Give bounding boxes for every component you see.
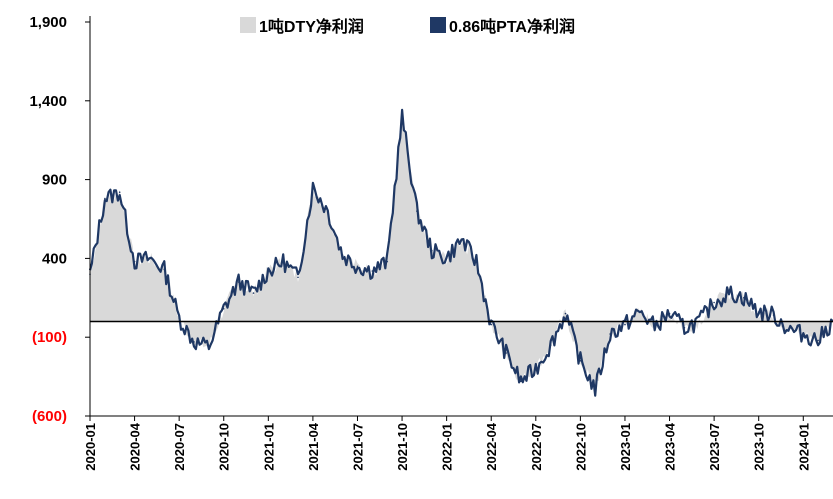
data-point-pta bbox=[118, 191, 121, 193]
y-tick-label: 1,900 bbox=[29, 14, 67, 31]
data-point-pta bbox=[520, 380, 522, 383]
data-point-pta bbox=[802, 333, 805, 335]
legend-swatch-dty bbox=[240, 17, 256, 33]
x-tick-label: 2020-07 bbox=[172, 423, 187, 471]
data-point-pta bbox=[386, 260, 389, 263]
x-tick-label: 2023-04 bbox=[663, 422, 678, 470]
data-point-pta bbox=[683, 326, 686, 329]
data-point-pta bbox=[237, 281, 240, 283]
data-point-pta bbox=[297, 276, 299, 279]
y-tick-label: (100) bbox=[32, 329, 67, 346]
data-point-pta bbox=[163, 268, 166, 271]
data-point-pta bbox=[713, 301, 715, 304]
data-point-pta bbox=[460, 238, 463, 241]
data-point-pta bbox=[252, 292, 255, 294]
data-point-pta bbox=[549, 344, 552, 346]
data-point-pta bbox=[445, 257, 448, 260]
data-point-pta bbox=[609, 333, 611, 335]
x-tick-labels: 2020-01 2020-04 2020-07 2020-10 2021-01 2021-… bbox=[83, 422, 811, 470]
data-point-pta bbox=[490, 323, 493, 326]
x-tick-label: 2023-01 bbox=[618, 423, 633, 471]
data-point-pta bbox=[148, 257, 151, 260]
data-point-pta bbox=[401, 115, 403, 118]
y-tick-labels: 1,900 1,400 900 400 (100) (600) bbox=[29, 14, 67, 425]
data-point-pta bbox=[178, 317, 180, 320]
x-tick-label: 2022-07 bbox=[529, 423, 544, 471]
x-tick-label: 2023-07 bbox=[707, 423, 722, 471]
data-point-pta bbox=[371, 270, 374, 272]
data-point-pta bbox=[728, 292, 730, 294]
data-point-pta bbox=[772, 314, 775, 316]
data-point-pta bbox=[505, 352, 507, 354]
y-tick-label: 400 bbox=[42, 250, 67, 267]
axes bbox=[85, 16, 833, 421]
data-point-pta bbox=[639, 311, 641, 313]
data-point-pta bbox=[267, 270, 270, 272]
data-point-pta bbox=[535, 367, 537, 370]
x-tick-label: 2021-04 bbox=[306, 422, 321, 470]
legend-label-dty: 1吨DTY净利润 bbox=[259, 17, 364, 36]
data-point-pta bbox=[743, 297, 745, 299]
data-point-pta bbox=[594, 388, 596, 391]
data-point-pta bbox=[624, 323, 626, 326]
data-point-pta bbox=[564, 312, 567, 315]
x-tick-label: 2022-10 bbox=[573, 423, 588, 471]
x-tick-label: 2024-01 bbox=[796, 423, 811, 471]
x-tick-label: 2020-04 bbox=[128, 422, 143, 470]
x-tick-label: 2020-01 bbox=[83, 423, 98, 471]
data-point-pta bbox=[668, 312, 671, 315]
data-point-pta bbox=[104, 197, 106, 200]
x-tick-label: 2022-01 bbox=[440, 423, 455, 471]
data-point-pta bbox=[817, 339, 819, 342]
data-point-pta bbox=[653, 325, 656, 328]
x-tick-label: 2021-01 bbox=[261, 423, 276, 471]
data-point-pta bbox=[416, 210, 418, 212]
data-point-pta bbox=[327, 210, 329, 212]
x-tick-label: 2021-10 bbox=[395, 423, 410, 471]
x-tick-label: 2021-07 bbox=[351, 423, 366, 471]
series-area-dty bbox=[90, 117, 833, 393]
legend: 1吨DTY净利润 0.86吨PTA净利润 bbox=[240, 17, 575, 36]
data-point-pta bbox=[193, 341, 195, 343]
data-point-pta bbox=[312, 186, 314, 189]
data-point-pta bbox=[356, 265, 359, 268]
legend-swatch-pta bbox=[430, 17, 446, 33]
y-tick-label: 1,400 bbox=[29, 93, 67, 110]
x-tick-label: 2020-10 bbox=[217, 423, 232, 471]
data-point-pta bbox=[757, 311, 760, 313]
x-tick-label: 2023-10 bbox=[752, 423, 767, 471]
data-point-pta bbox=[282, 260, 285, 263]
y-tick-label: 900 bbox=[42, 172, 67, 189]
data-point-pta bbox=[787, 328, 790, 331]
data-point-pta bbox=[431, 249, 433, 252]
data-point-pta bbox=[341, 254, 344, 256]
data-point-pta bbox=[475, 260, 478, 263]
plot-area bbox=[88, 108, 833, 397]
y-tick-label: (600) bbox=[32, 408, 67, 425]
legend-label-pta: 0.86吨PTA净利润 bbox=[449, 17, 575, 36]
data-point-pta bbox=[133, 260, 136, 263]
data-point-pta bbox=[579, 360, 582, 362]
x-tick-label: 2022-04 bbox=[484, 422, 499, 470]
data-point-pta bbox=[208, 345, 210, 348]
data-point-pta bbox=[222, 308, 225, 310]
